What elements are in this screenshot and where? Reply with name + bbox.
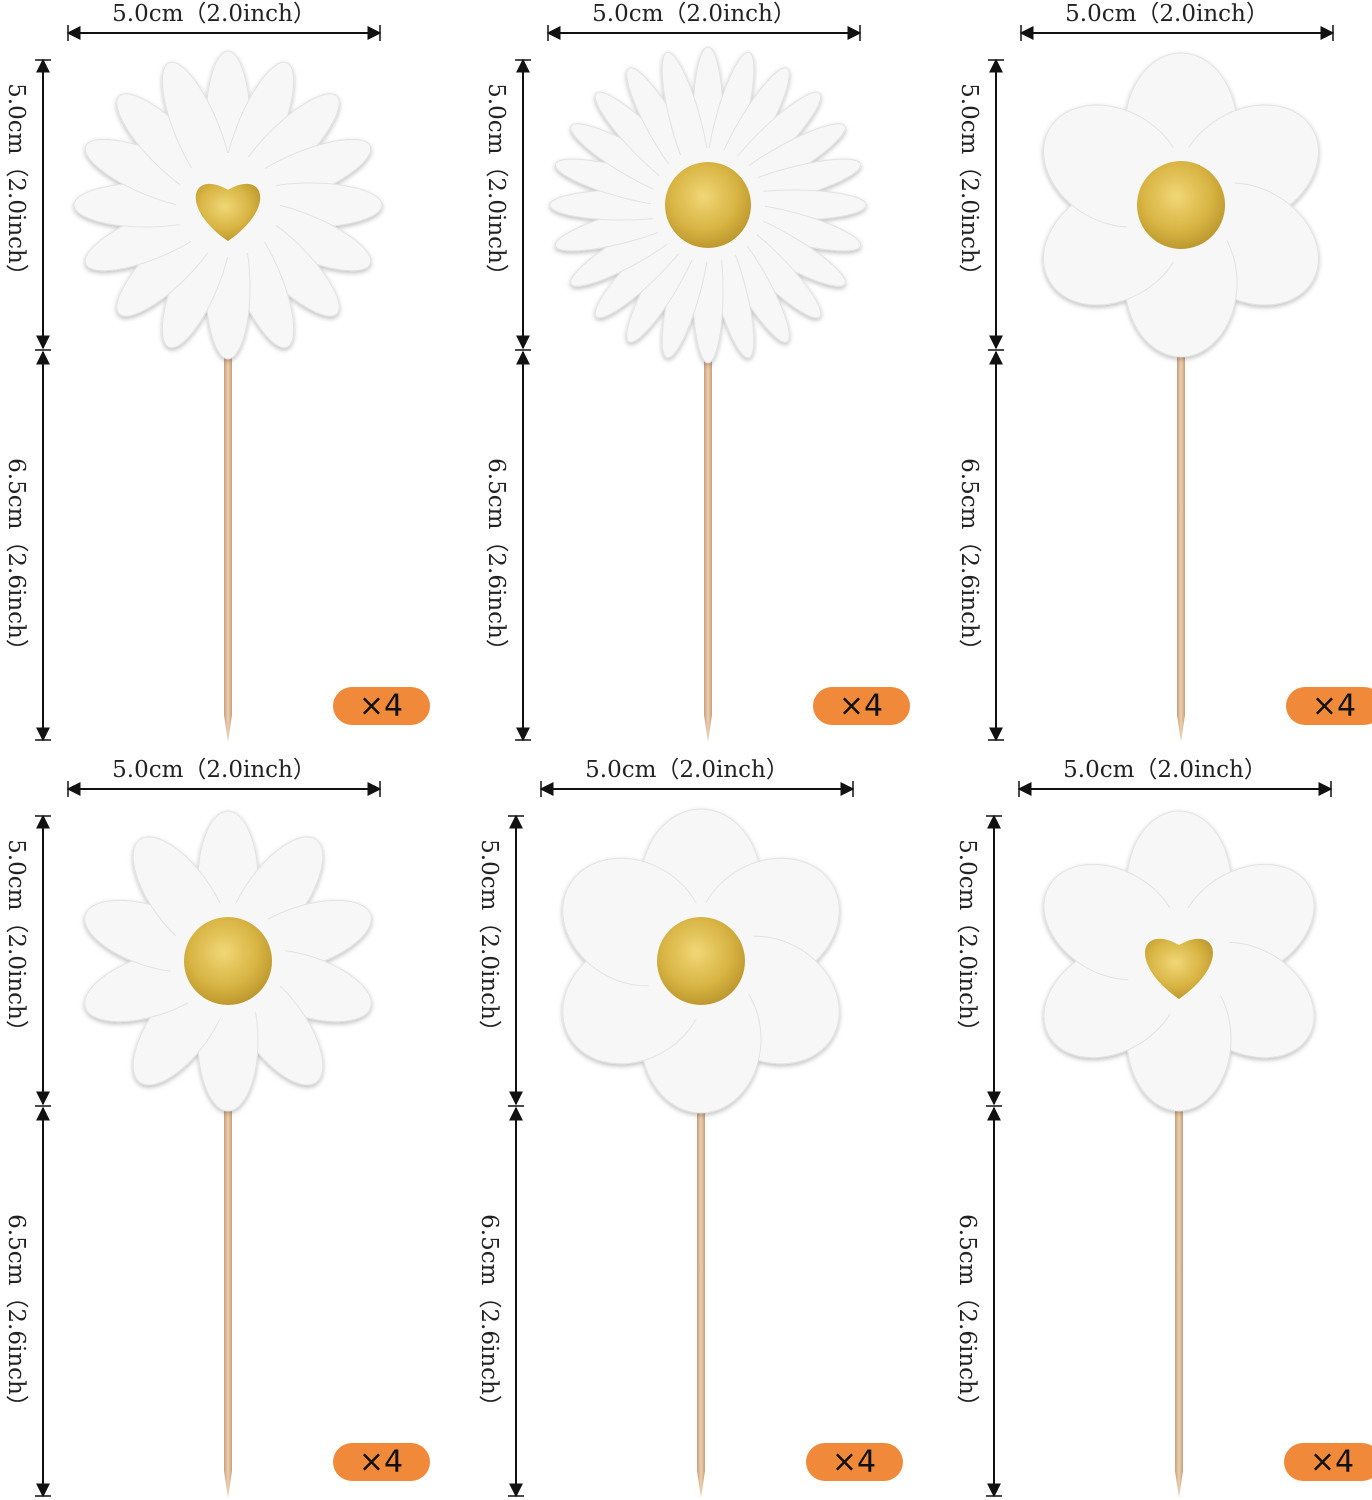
quantity-label: ×4 <box>1312 689 1356 724</box>
stick <box>1177 340 1185 742</box>
quantity-badge <box>813 687 910 725</box>
stick <box>704 340 712 742</box>
head-height-label: 5.0cm（2.0inch） <box>483 83 509 287</box>
head-height-label: 5.0cm（2.0inch） <box>476 839 502 1043</box>
quantity-badge <box>333 1443 430 1481</box>
quantity-label: ×4 <box>359 1445 403 1480</box>
width-label: 5.0cm（2.0inch） <box>1065 1 1269 27</box>
gold-heart <box>1145 938 1213 999</box>
topper-panel: 5.0cm（2.0inch） 5.0cm（2.0inch） 6.5cm（2.6inc… <box>954 757 1372 1498</box>
topper-panel: 5.0cm（2.0inch） 5.0cm（2.0inch） 6.5cm（2.6inc… <box>476 757 903 1498</box>
head-height-label: 5.0cm（2.0inch） <box>3 83 29 287</box>
gold-center <box>665 162 751 248</box>
stick-height-label: 6.5cm（2.6inch） <box>954 1214 980 1418</box>
head-height-label: 5.0cm（2.0inch） <box>954 839 980 1043</box>
width-label: 5.0cm（2.0inch） <box>592 1 796 27</box>
topper-panel: 5.0cm（2.0inch） 5.0cm（2.0inch） 6.5cm（2.6inc… <box>3 1 430 742</box>
topper-panel: 5.0cm（2.0inch） 5.0cm（2.0inch） 6.5cm（2.6inc… <box>483 1 910 742</box>
stick <box>1175 1096 1183 1498</box>
width-label: 5.0cm（2.0inch） <box>585 757 789 783</box>
topper-panel: 5.0cm（2.0inch） 5.0cm（2.0inch） 6.5cm（2.6inc… <box>956 1 1372 742</box>
head-height-label: 5.0cm（2.0inch） <box>3 839 29 1043</box>
stick-height-label: 6.5cm（2.6inch） <box>956 458 982 662</box>
width-label: 5.0cm（2.0inch） <box>112 757 316 783</box>
flower <box>84 810 372 1112</box>
stick <box>224 1096 232 1498</box>
width-label: 5.0cm（2.0inch） <box>112 1 316 27</box>
flower <box>1043 52 1319 358</box>
gold-heart <box>195 183 261 242</box>
gold-center <box>184 917 272 1005</box>
quantity-badge <box>806 1443 903 1481</box>
stick-height-label: 6.5cm（2.6inch） <box>476 1214 502 1418</box>
quantity-label: ×4 <box>359 689 403 724</box>
gold-center <box>657 917 745 1005</box>
head-height-label: 5.0cm（2.0inch） <box>956 83 982 287</box>
quantity-label: ×4 <box>839 689 883 724</box>
stick <box>224 340 232 742</box>
flower <box>549 46 867 364</box>
quantity-label: ×4 <box>1310 1445 1354 1480</box>
quantity-badge <box>333 687 430 725</box>
quantity-badge <box>1286 687 1372 725</box>
stick-height-label: 6.5cm（2.6inch） <box>3 458 29 662</box>
flower <box>1043 810 1315 1112</box>
flower <box>73 50 383 360</box>
topper-panel: 5.0cm（2.0inch） 5.0cm（2.0inch） 6.5cm（2.6inc… <box>3 757 430 1498</box>
stick-height-label: 6.5cm（2.6inch） <box>3 1214 29 1418</box>
quantity-label: ×4 <box>832 1445 876 1480</box>
gold-center <box>1137 161 1225 249</box>
quantity-badge <box>1284 1443 1372 1481</box>
stick-height-label: 6.5cm（2.6inch） <box>483 458 509 662</box>
stick <box>697 1096 705 1498</box>
width-label: 5.0cm（2.0inch） <box>1063 757 1267 783</box>
flower <box>562 808 840 1114</box>
